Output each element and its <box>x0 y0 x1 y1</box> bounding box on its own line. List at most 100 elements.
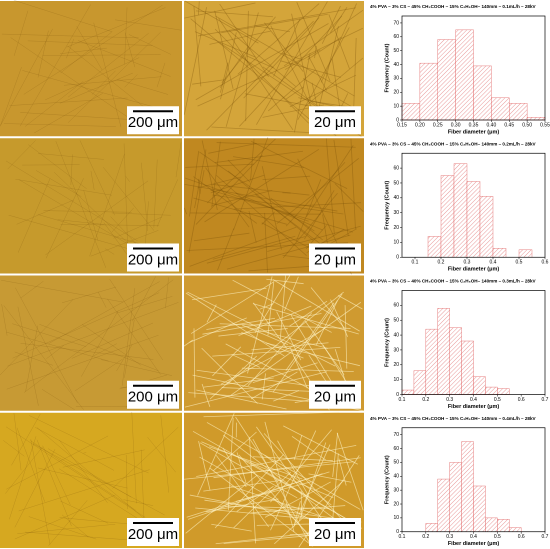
y-tick-label: 30 <box>393 76 399 82</box>
fiber <box>1 280 124 303</box>
chart-title: 4% PVA – 3% CS – 45% CH₃COOH – 15% C₂H₅O… <box>370 4 537 9</box>
fiber <box>198 441 211 491</box>
fiber <box>314 45 317 59</box>
fiber <box>60 224 160 226</box>
fiber <box>307 36 342 60</box>
y-tick-label: 20 <box>393 225 399 231</box>
fiber <box>270 197 323 241</box>
fiber <box>191 287 267 301</box>
fiber <box>284 49 321 70</box>
fiber <box>239 15 343 127</box>
fiber <box>0 28 53 127</box>
x-tick-label: 0.35 <box>469 122 479 128</box>
fiber <box>8 214 143 253</box>
fiber <box>185 163 255 168</box>
fiber <box>3 123 116 127</box>
fiber <box>62 449 145 468</box>
fiber <box>124 319 135 378</box>
micrograph: 20 μm <box>184 137 364 275</box>
fiber <box>220 62 229 93</box>
fiber <box>226 291 344 385</box>
fiber <box>218 18 294 131</box>
fiber <box>228 30 296 87</box>
fiber <box>63 76 162 86</box>
y-tick-label: 40 <box>393 195 399 201</box>
y-tick-label: 40 <box>393 62 399 68</box>
chart-title: 4% PVA – 3% CS – 45% CH₃COOH – 15% C₂H₅O… <box>370 416 537 421</box>
fiber <box>328 14 350 69</box>
fiber <box>334 183 364 212</box>
fiber <box>310 287 345 329</box>
histogram-bar <box>419 62 438 121</box>
fiber <box>226 234 351 270</box>
fiber <box>3 440 25 457</box>
fiber <box>14 494 116 540</box>
fiber <box>1 33 139 39</box>
fiber <box>280 60 342 78</box>
fiber <box>3 305 84 410</box>
fiber <box>201 140 218 211</box>
scale-bar-label: 20 μm <box>314 114 356 131</box>
fiber <box>184 183 338 212</box>
fiber <box>156 62 166 88</box>
x-tick-label: 0.2 <box>438 260 445 266</box>
fiber <box>279 274 287 339</box>
fiber <box>203 411 340 418</box>
fiber <box>209 446 303 480</box>
fiber <box>276 311 302 361</box>
fiber <box>329 7 348 34</box>
fiber <box>57 219 105 225</box>
fiber <box>306 145 354 217</box>
fiber <box>90 170 95 190</box>
fiber <box>243 17 320 99</box>
fiber <box>5 160 138 241</box>
fiber <box>91 70 116 95</box>
fiber <box>214 28 309 124</box>
fiber <box>195 23 329 101</box>
fiber <box>46 345 64 359</box>
fiber <box>77 40 171 77</box>
fiber <box>219 47 249 89</box>
fiber <box>201 347 258 404</box>
fiber <box>273 497 313 538</box>
fiber <box>70 154 73 185</box>
fiber <box>247 326 328 349</box>
fiber <box>267 225 361 252</box>
fiber <box>212 346 341 357</box>
fiber <box>28 516 97 540</box>
fiber <box>34 93 103 134</box>
fiber <box>5 446 43 494</box>
x-tick-label: 0.5 <box>494 397 501 403</box>
fiber <box>14 351 54 366</box>
fiber <box>60 47 107 54</box>
fiber <box>37 467 128 489</box>
fiber <box>111 207 134 233</box>
x-tick-label: 0.20 <box>415 122 425 128</box>
histogram-bar <box>473 65 492 121</box>
fiber <box>37 30 49 78</box>
fiber <box>293 444 331 526</box>
fiber <box>320 3 357 83</box>
y-axis-label: Frequency (Count) <box>384 318 390 367</box>
fiber <box>241 324 289 345</box>
fiber <box>277 440 310 498</box>
fiber <box>252 303 359 335</box>
fiber <box>215 15 355 97</box>
fiber <box>251 140 348 189</box>
x-tick-label: 0.2 <box>422 534 429 540</box>
fiber <box>195 10 274 18</box>
fiber <box>12 323 87 347</box>
fiber <box>220 32 237 100</box>
x-tick-label: 0.7 <box>542 534 549 540</box>
fiber <box>251 342 329 351</box>
fiber <box>33 443 165 516</box>
y-tick-label: 50 <box>393 180 399 186</box>
fiber <box>59 72 133 104</box>
fiber <box>107 298 161 375</box>
y-tick-label: 60 <box>393 303 399 309</box>
histogram-bar <box>518 249 533 258</box>
histogram-bar <box>461 441 474 532</box>
fiber <box>7 140 36 170</box>
fiber <box>296 179 322 242</box>
fiber <box>209 30 271 45</box>
